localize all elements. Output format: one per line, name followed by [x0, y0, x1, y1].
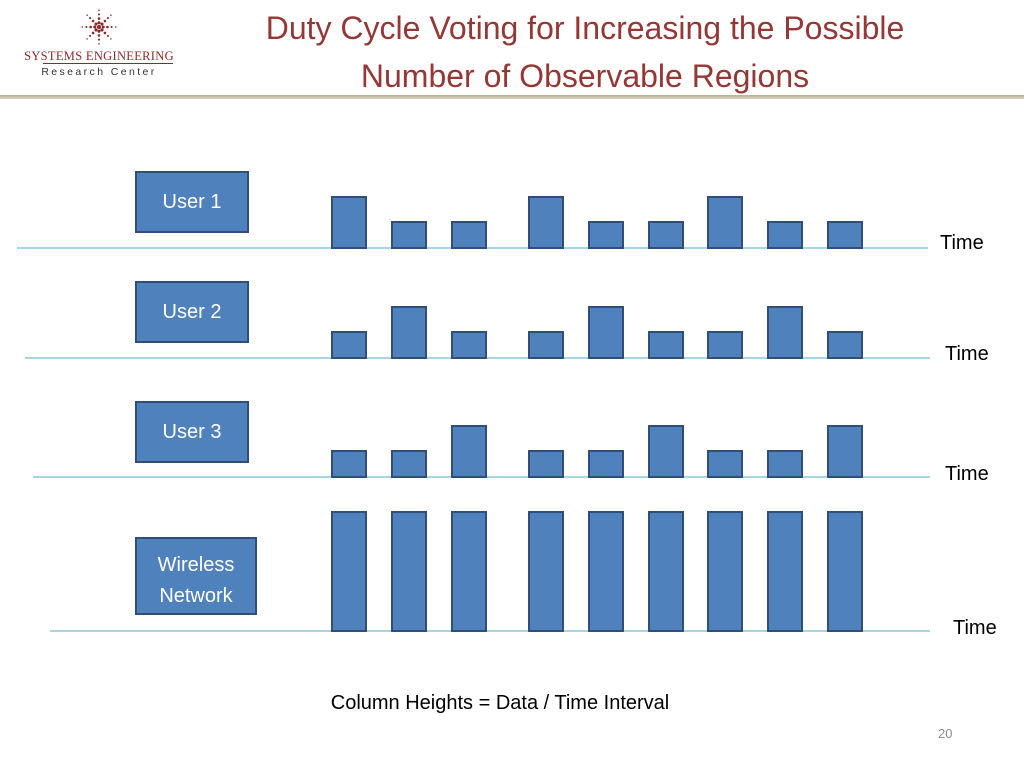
title-line-2: Number of Observable Regions — [360, 58, 810, 94]
logo-dot — [81, 26, 83, 28]
duty-bar-row3-6 — [648, 425, 684, 478]
logo-dot — [97, 29, 101, 33]
logo-dot — [86, 14, 88, 16]
duty-bar-row3-1 — [331, 450, 367, 478]
duty-bar-row2-3 — [451, 331, 487, 359]
logo-dot — [89, 25, 92, 29]
time-label-user-2: Time — [945, 343, 989, 365]
duty-bar-row3-4 — [528, 450, 564, 478]
duty-bar-row1-9 — [827, 221, 863, 249]
logo-dot — [89, 17, 92, 20]
user-3-label: User 3 — [162, 421, 222, 443]
duty-bar-row4-7 — [707, 511, 743, 632]
logo-dot — [110, 38, 112, 40]
time-label-network: Time — [953, 617, 997, 639]
logo-dot — [94, 22, 98, 26]
logo-dot — [97, 13, 101, 16]
duty-bar-row2-8 — [767, 306, 803, 359]
duty-bar-row2-6 — [648, 331, 684, 359]
duty-bar-row2-7 — [707, 331, 743, 359]
logo-dot — [97, 34, 101, 37]
duty-bar-row1-1 — [331, 196, 367, 249]
user-2-box: User 2 — [135, 281, 249, 343]
duty-bar-row4-3 — [451, 511, 487, 632]
logo-dot — [103, 19, 107, 23]
duty-bar-row4-5 — [588, 511, 624, 632]
logo: SYSTEMS ENGINEERING Research Center — [8, 6, 190, 78]
user-1-box: User 1 — [135, 171, 249, 233]
duty-bar-row1-3 — [451, 221, 487, 249]
time-label-user-1: Time — [940, 232, 984, 254]
duty-bar-row3-7 — [707, 450, 743, 478]
logo-dot — [106, 17, 109, 20]
logo-dot — [89, 34, 92, 37]
duty-bar-row4-4 — [528, 511, 564, 632]
logo-dot — [110, 25, 113, 29]
logo-dot — [97, 21, 101, 25]
duty-bar-row2-2 — [391, 306, 427, 359]
duty-bar-row3-9 — [827, 425, 863, 478]
logo-dot — [94, 28, 98, 32]
logo-dot — [110, 14, 112, 16]
user-3-box: User 3 — [135, 401, 249, 463]
user-2-label: User 2 — [162, 301, 222, 323]
logo-dot — [91, 19, 95, 23]
duty-bar-row1-8 — [767, 221, 803, 249]
duty-bar-row4-2 — [391, 511, 427, 632]
logo-starburst-icon — [81, 9, 117, 45]
logo-dot — [100, 28, 104, 32]
logo-dot — [106, 34, 109, 37]
wireless-network-label-2: Network — [159, 585, 233, 607]
logo-dot — [97, 38, 101, 41]
logo-dot — [97, 17, 101, 20]
slide-title: Duty Cycle Voting for Increasing the Pos… — [215, 4, 955, 100]
logo-dot — [100, 22, 104, 26]
duty-bar-row4-6 — [648, 511, 684, 632]
page-number: 20 — [938, 726, 953, 741]
logo-subtitle: Research Center — [41, 66, 157, 78]
logo-dot-center — [97, 25, 101, 29]
logo-dot — [106, 25, 109, 29]
wireless-network-label-1: Wireless — [157, 554, 235, 576]
duty-bar-row3-2 — [391, 450, 427, 478]
user-1-label: User 1 — [162, 191, 222, 213]
duty-bar-row2-9 — [827, 331, 863, 359]
logo-dot — [98, 9, 100, 11]
logo-dot — [98, 43, 100, 45]
duty-bar-row2-1 — [331, 331, 367, 359]
duty-bar-row4-9 — [827, 511, 863, 632]
duty-bar-row1-5 — [588, 221, 624, 249]
duty-bar-row4-8 — [767, 511, 803, 632]
time-label-user-3: Time — [945, 463, 989, 485]
duty-bar-row1-7 — [707, 196, 743, 249]
duty-bar-row4-1 — [331, 511, 367, 632]
duty-bar-row1-2 — [391, 221, 427, 249]
logo-dot — [101, 25, 105, 29]
logo-dot — [86, 38, 88, 40]
duty-bar-row3-8 — [767, 450, 803, 478]
duty-bar-row3-3 — [451, 425, 487, 478]
logo-dot — [85, 25, 88, 29]
title-line-1: Duty Cycle Voting for Increasing the Pos… — [265, 10, 905, 46]
duty-bar-row2-4 — [528, 331, 564, 359]
logo-dot — [103, 31, 107, 35]
logo-dot — [115, 26, 117, 28]
logo-name: SYSTEMS ENGINEERING — [24, 49, 174, 63]
logo-dot — [91, 31, 95, 35]
caption: Column Heights = Data / Time Interval — [330, 692, 670, 714]
wireless-network-box: Wireless Network — [135, 537, 257, 615]
logo-dot — [93, 25, 97, 29]
duty-bar-row1-6 — [648, 221, 684, 249]
duty-bar-row1-4 — [528, 196, 564, 249]
logo-divider — [43, 63, 173, 64]
header-divider — [0, 95, 1024, 99]
duty-bar-row2-5 — [588, 306, 624, 359]
duty-bar-row3-5 — [588, 450, 624, 478]
